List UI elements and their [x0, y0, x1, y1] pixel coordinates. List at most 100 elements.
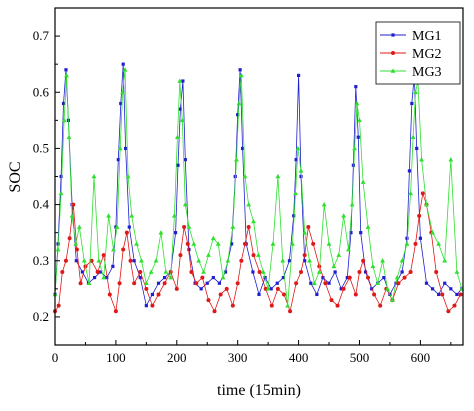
- data-point-mg3: [220, 275, 226, 280]
- data-point-mg1: [132, 259, 136, 263]
- data-point-mg2: [185, 241, 190, 246]
- data-point-mg3: [242, 173, 248, 179]
- data-point-mg3: [175, 134, 180, 139]
- data-point-mg1: [111, 264, 115, 268]
- data-point-mg1: [339, 287, 343, 291]
- data-point-mg2: [288, 309, 293, 314]
- data-point-mg2: [132, 281, 137, 286]
- data-point-mg2: [113, 309, 118, 314]
- data-point-mg1: [99, 270, 103, 274]
- x-tick-label: 200: [167, 350, 187, 365]
- data-point-mg2: [182, 225, 187, 230]
- data-point-mg3: [442, 258, 448, 263]
- data-point-mg3: [114, 224, 120, 229]
- data-point-mg3: [293, 190, 298, 196]
- data-point-mg2: [200, 275, 205, 280]
- legend-marker-mg1: [391, 33, 395, 37]
- data-point-mg2: [306, 225, 311, 230]
- data-point-mg3: [125, 173, 131, 179]
- data-point-mg3: [210, 235, 216, 241]
- data-point-mg1: [163, 276, 167, 280]
- data-point-mg3: [134, 241, 139, 246]
- data-point-mg1: [321, 276, 325, 280]
- data-point-mg1: [363, 270, 368, 274]
- data-point-mg3: [179, 117, 185, 123]
- data-point-mg1: [382, 276, 386, 280]
- data-point-mg2: [269, 303, 274, 308]
- series-line-mg3: [54, 69, 463, 306]
- data-point-mg3: [148, 269, 154, 274]
- data-point-mg3: [163, 269, 169, 274]
- data-point-mg3: [275, 173, 281, 179]
- data-point-mg3: [312, 280, 317, 286]
- x-axis: 0 100 200 300 400 500 600: [52, 340, 452, 365]
- data-point-mg2: [378, 303, 383, 308]
- data-point-mg3: [236, 100, 242, 106]
- data-point-mg1: [92, 276, 97, 280]
- data-point-mg2: [452, 303, 457, 308]
- legend-label-mg3: MG3: [412, 65, 442, 80]
- data-point-mg1: [275, 281, 279, 285]
- data-point-mg1: [415, 146, 419, 151]
- data-point-mg2: [366, 275, 371, 280]
- data-point-mg3: [285, 303, 291, 308]
- data-point-mg2: [417, 213, 422, 218]
- data-point-mg1: [430, 287, 435, 291]
- data-point-mg1: [156, 281, 161, 285]
- data-point-mg1: [269, 287, 273, 291]
- data-point-mg3: [201, 269, 206, 274]
- data-point-mg2: [302, 253, 307, 258]
- data-point-mg1: [205, 281, 209, 285]
- data-point-mg2: [458, 292, 463, 297]
- data-point-mg1: [443, 281, 447, 285]
- series-layer: [52, 62, 465, 314]
- data-point-mg1: [178, 107, 183, 111]
- data-point-mg3: [380, 258, 386, 263]
- data-point-mg1: [405, 236, 409, 240]
- data-point-mg3: [76, 224, 82, 229]
- data-point-mg2: [357, 269, 362, 274]
- data-point-mg2: [178, 253, 183, 258]
- series-mg2: [53, 191, 463, 314]
- x-tick-label: 600: [411, 350, 431, 365]
- x-tick-label: 500: [350, 350, 370, 365]
- data-point-mg1: [238, 68, 242, 72]
- data-point-mg2: [74, 247, 79, 252]
- data-point-mg3: [307, 258, 312, 263]
- data-point-mg1: [121, 62, 125, 66]
- data-point-mg3: [298, 168, 304, 173]
- data-point-mg3: [448, 157, 454, 162]
- data-point-mg3: [153, 258, 159, 263]
- data-point-mg2: [275, 286, 280, 291]
- data-point-mg2: [329, 298, 334, 303]
- data-point-mg1: [223, 270, 228, 274]
- data-point-mg2: [67, 236, 72, 241]
- data-point-mg2: [372, 292, 377, 297]
- data-point-mg2: [257, 269, 262, 274]
- data-point-mg3: [280, 258, 286, 263]
- data-point-mg2: [281, 292, 286, 297]
- data-point-mg1: [105, 276, 109, 280]
- data-point-mg3: [246, 201, 252, 207]
- data-point-mg1: [400, 270, 404, 274]
- data-point-mg2: [230, 303, 235, 308]
- data-point-mg3: [158, 230, 164, 235]
- data-point-mg2: [311, 241, 316, 246]
- data-point-mg1: [296, 73, 301, 77]
- legend-marker-mg3: [390, 68, 396, 73]
- data-point-mg3: [352, 145, 358, 151]
- data-point-mg2: [246, 225, 251, 230]
- data-point-mg3: [436, 241, 442, 246]
- data-point-mg2: [60, 269, 65, 274]
- data-point-mg1: [437, 292, 441, 297]
- data-point-mg3: [295, 145, 301, 151]
- data-point-mg2: [446, 309, 451, 314]
- data-point-mg3: [122, 67, 128, 72]
- data-point-mg2: [218, 292, 223, 297]
- data-point-mg3: [341, 213, 347, 218]
- data-point-mg3: [91, 173, 97, 179]
- data-point-mg2: [144, 286, 149, 291]
- data-point-mg3: [86, 280, 92, 286]
- data-point-mg3: [336, 252, 342, 257]
